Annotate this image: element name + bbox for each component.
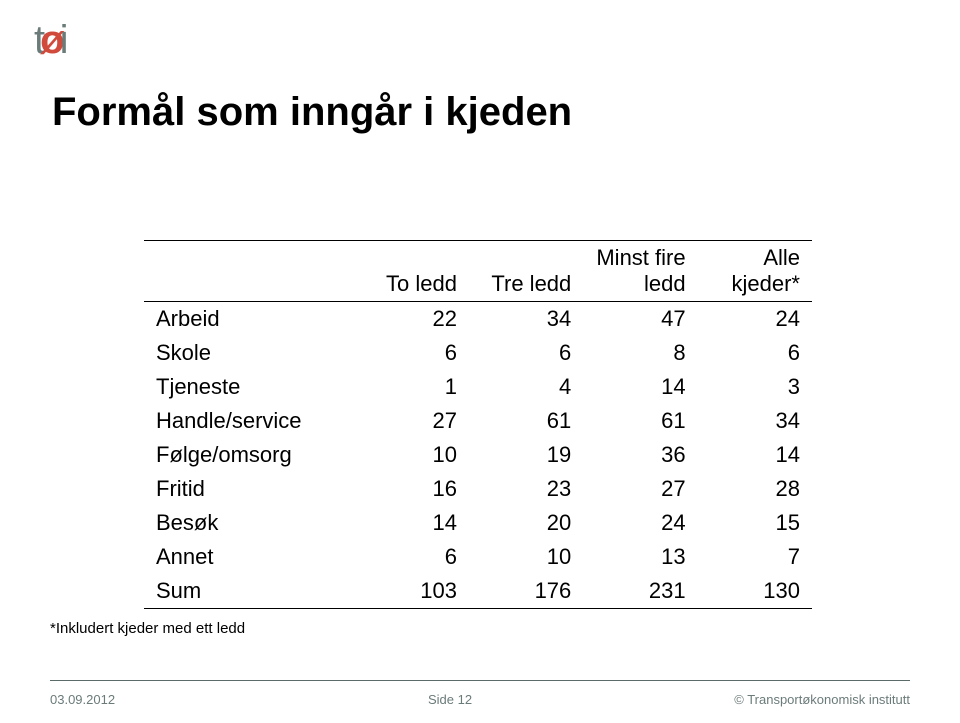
cell: 6 xyxy=(355,336,469,370)
cell: 19 xyxy=(469,438,583,472)
cell: 14 xyxy=(698,438,812,472)
cell: 1 xyxy=(355,370,469,404)
cell: 47 xyxy=(583,302,697,337)
cell: 8 xyxy=(583,336,697,370)
col-header: To ledd xyxy=(355,241,469,302)
row-label: Tjeneste xyxy=(144,370,355,404)
cell: 6 xyxy=(355,540,469,574)
cell: 10 xyxy=(469,540,583,574)
cell: 36 xyxy=(583,438,697,472)
row-label: Skole xyxy=(144,336,355,370)
cell: 27 xyxy=(355,404,469,438)
col-header: Minst fire ledd xyxy=(583,241,697,302)
row-label: Følge/omsorg xyxy=(144,438,355,472)
logo: tøi xyxy=(34,18,66,63)
cell: 176 xyxy=(469,574,583,609)
cell: 23 xyxy=(469,472,583,506)
footer-page: Side 12 xyxy=(250,692,650,707)
cell: 22 xyxy=(355,302,469,337)
table-row: Annet 6 10 13 7 xyxy=(144,540,812,574)
cell: 103 xyxy=(355,574,469,609)
footer-date: 03.09.2012 xyxy=(50,692,250,707)
footnote: *Inkludert kjeder med ett ledd xyxy=(50,620,245,637)
table-row: Handle/service 27 61 61 34 xyxy=(144,404,812,438)
cell: 3 xyxy=(698,370,812,404)
table-row: Fritid 16 23 27 28 xyxy=(144,472,812,506)
table-row: Arbeid 22 34 47 24 xyxy=(144,302,812,337)
row-label: Fritid xyxy=(144,472,355,506)
cell: 14 xyxy=(355,506,469,540)
table-body: Arbeid 22 34 47 24 Skole 6 6 8 6 Tjenest… xyxy=(144,302,812,609)
footer-rule xyxy=(50,680,910,681)
col-header: Tre ledd xyxy=(469,241,583,302)
row-label: Annet xyxy=(144,540,355,574)
table-row: Følge/omsorg 10 19 36 14 xyxy=(144,438,812,472)
cell: 34 xyxy=(469,302,583,337)
cell: 34 xyxy=(698,404,812,438)
table-row: Skole 6 6 8 6 xyxy=(144,336,812,370)
cell: 28 xyxy=(698,472,812,506)
cell: 16 xyxy=(355,472,469,506)
cell: 61 xyxy=(583,404,697,438)
cell: 61 xyxy=(469,404,583,438)
cell: 24 xyxy=(583,506,697,540)
table-row: Sum 103 176 231 130 xyxy=(144,574,812,609)
data-table: To ledd Tre ledd Minst fire ledd Alle kj… xyxy=(144,240,812,609)
cell: 130 xyxy=(698,574,812,609)
logo-right: i xyxy=(60,18,67,62)
cell: 6 xyxy=(469,336,583,370)
page-title: Formål som inngår i kjeden xyxy=(52,90,572,135)
cell: 14 xyxy=(583,370,697,404)
col-header xyxy=(144,241,355,302)
cell: 10 xyxy=(355,438,469,472)
row-label: Handle/service xyxy=(144,404,355,438)
cell: 4 xyxy=(469,370,583,404)
cell: 20 xyxy=(469,506,583,540)
cell: 6 xyxy=(698,336,812,370)
cell: 15 xyxy=(698,506,812,540)
cell: 13 xyxy=(583,540,697,574)
table-header-row: To ledd Tre ledd Minst fire ledd Alle kj… xyxy=(144,241,812,302)
table-row: Tjeneste 1 4 14 3 xyxy=(144,370,812,404)
cell: 24 xyxy=(698,302,812,337)
table-row: Besøk 14 20 24 15 xyxy=(144,506,812,540)
row-label: Arbeid xyxy=(144,302,355,337)
cell: 231 xyxy=(583,574,697,609)
cell: 7 xyxy=(698,540,812,574)
row-label: Sum xyxy=(144,574,355,609)
slide: tøi Formål som inngår i kjeden To ledd T… xyxy=(0,0,960,723)
footer: 03.09.2012 Side 12 © Transportøkonomisk … xyxy=(50,692,910,707)
col-header: Alle kjeder* xyxy=(698,241,812,302)
cell: 27 xyxy=(583,472,697,506)
footer-institute: © Transportøkonomisk institutt xyxy=(650,692,910,707)
row-label: Besøk xyxy=(144,506,355,540)
